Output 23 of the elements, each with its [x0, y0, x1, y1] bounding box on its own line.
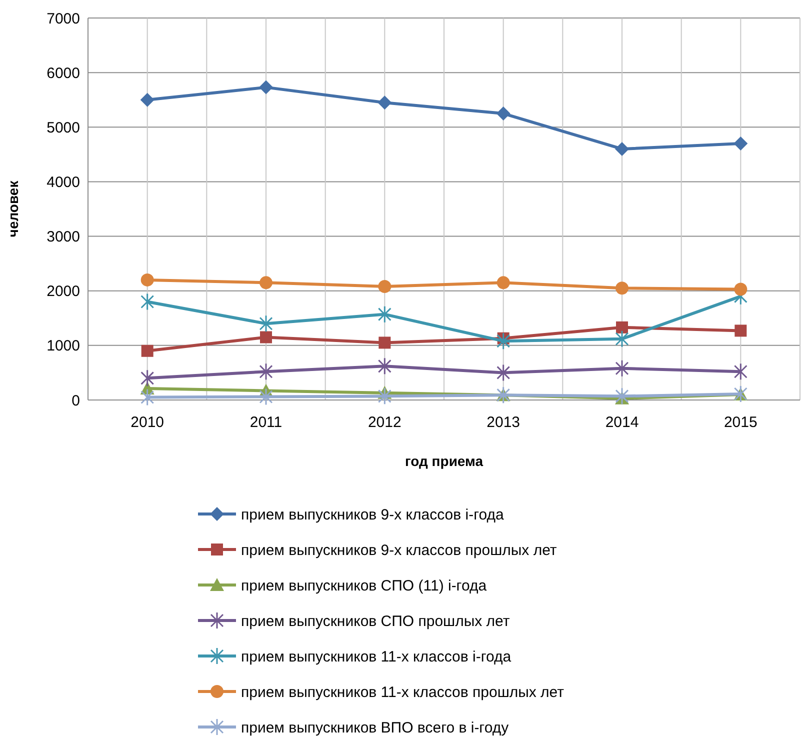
- x-tick-label: 2013: [486, 414, 520, 431]
- y-tick-label: 2000: [46, 283, 80, 300]
- x-tick-label: 2015: [724, 414, 758, 431]
- y-axis-title: человек: [5, 180, 21, 238]
- legend-label: прием выпускников СПО (11) i-года: [241, 577, 488, 594]
- legend-label: прием выпускников 11-х классов i-года: [241, 648, 512, 666]
- x-tick-label: 2014: [605, 414, 639, 431]
- legend-label: прием выпускников СПО прошлых лет: [241, 612, 510, 630]
- y-tick-label: 5000: [46, 119, 80, 136]
- x-tick-label: 2010: [130, 414, 164, 431]
- y-tick-label: 7000: [46, 10, 80, 28]
- x-axis-title: год приема: [405, 453, 484, 469]
- x-tick-label: 2012: [368, 414, 402, 431]
- legend-label: прием выпускников 11-х классов прошлых лет: [241, 684, 564, 701]
- y-tick-label: 0: [72, 392, 80, 410]
- legend-label: прием выпускников 9-х классов i-года: [241, 506, 505, 524]
- y-tick-label: 6000: [46, 64, 80, 82]
- y-tick-label: 1000: [46, 338, 80, 355]
- legend-label: прием выпускников 9-х классов прошлых лет: [241, 542, 557, 559]
- x-tick-label: 2011: [250, 414, 282, 431]
- y-tick-label: 4000: [46, 174, 80, 191]
- legend-label: прием выпускников ВПО всего в i-году: [241, 719, 510, 736]
- y-tick-label: 3000: [46, 228, 80, 246]
